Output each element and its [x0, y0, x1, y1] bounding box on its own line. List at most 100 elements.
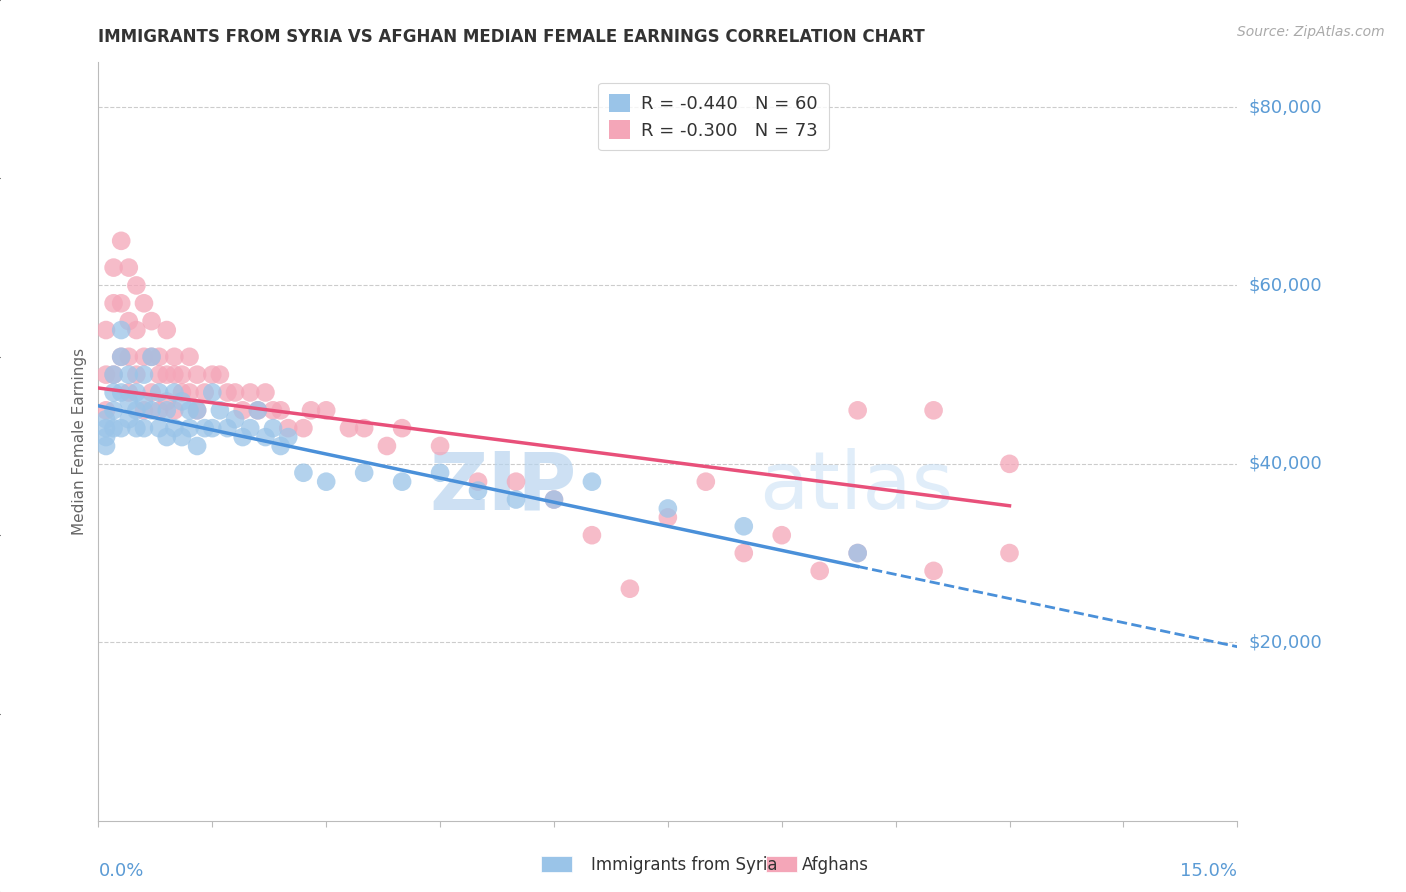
- Point: [125, 385, 148, 400]
- Point: [94, 368, 117, 382]
- Point: [94, 421, 117, 435]
- Point: [156, 430, 179, 444]
- Point: [998, 457, 1021, 471]
- Point: [846, 546, 869, 560]
- Point: [132, 368, 155, 382]
- Point: [467, 475, 489, 489]
- Point: [375, 439, 398, 453]
- Point: [156, 403, 179, 417]
- Point: [170, 430, 193, 444]
- Point: [110, 385, 132, 400]
- Point: [132, 421, 155, 435]
- Text: $40,000: $40,000: [1249, 455, 1322, 473]
- Point: [581, 528, 603, 542]
- Point: [156, 323, 179, 337]
- Point: [186, 368, 208, 382]
- Point: [657, 510, 679, 524]
- Point: [201, 368, 224, 382]
- Point: [846, 403, 869, 417]
- Text: Immigrants from Syria: Immigrants from Syria: [591, 856, 778, 874]
- Point: [118, 260, 141, 275]
- Point: [246, 403, 269, 417]
- Point: [277, 430, 299, 444]
- Point: [391, 421, 413, 435]
- Point: [141, 350, 163, 364]
- Point: [156, 368, 179, 382]
- Point: [254, 385, 277, 400]
- Point: [110, 350, 132, 364]
- Point: [998, 546, 1021, 560]
- Point: [110, 350, 132, 364]
- Point: [208, 403, 231, 417]
- Point: [186, 439, 208, 453]
- Point: [103, 296, 125, 310]
- Point: [125, 368, 148, 382]
- Point: [299, 403, 322, 417]
- Point: [103, 385, 125, 400]
- Point: [103, 403, 125, 417]
- Point: [141, 403, 163, 417]
- Point: [217, 385, 239, 400]
- Point: [118, 368, 141, 382]
- Point: [141, 350, 163, 364]
- Point: [125, 323, 148, 337]
- Point: [922, 564, 945, 578]
- Point: [262, 403, 284, 417]
- Text: ZIP: ZIP: [429, 448, 576, 526]
- Point: [163, 421, 186, 435]
- Point: [770, 528, 793, 542]
- Point: [353, 466, 375, 480]
- Point: [429, 466, 451, 480]
- Point: [118, 314, 141, 328]
- Point: [846, 546, 869, 560]
- Point: [270, 439, 292, 453]
- Text: $80,000: $80,000: [1249, 98, 1322, 116]
- Point: [292, 466, 315, 480]
- Point: [337, 421, 360, 435]
- Point: [292, 421, 315, 435]
- Point: [733, 546, 755, 560]
- Point: [110, 421, 132, 435]
- Point: [315, 475, 337, 489]
- Point: [94, 323, 117, 337]
- Y-axis label: Median Female Earnings: Median Female Earnings: [72, 348, 87, 535]
- Point: [163, 403, 186, 417]
- Text: $20,000: $20,000: [1249, 633, 1322, 651]
- Point: [141, 385, 163, 400]
- Point: [695, 475, 717, 489]
- Point: [148, 403, 170, 417]
- Point: [262, 421, 284, 435]
- Point: [141, 314, 163, 328]
- Point: [148, 421, 170, 435]
- Point: [201, 421, 224, 435]
- Point: [239, 385, 262, 400]
- Point: [277, 421, 299, 435]
- Point: [353, 421, 375, 435]
- Text: $60,000: $60,000: [1249, 277, 1322, 294]
- Point: [254, 430, 277, 444]
- Point: [186, 403, 208, 417]
- Point: [163, 350, 186, 364]
- Point: [132, 350, 155, 364]
- Point: [163, 368, 186, 382]
- Point: [922, 403, 945, 417]
- Point: [110, 296, 132, 310]
- Point: [270, 403, 292, 417]
- Point: [733, 519, 755, 533]
- Point: [657, 501, 679, 516]
- Point: [132, 296, 155, 310]
- Point: [429, 439, 451, 453]
- Point: [581, 475, 603, 489]
- Point: [808, 564, 831, 578]
- Point: [170, 385, 193, 400]
- Point: [148, 385, 170, 400]
- Point: [194, 385, 217, 400]
- Point: [186, 403, 208, 417]
- Point: [118, 412, 141, 426]
- Point: [94, 412, 117, 426]
- Text: 0.0%: 0.0%: [98, 863, 143, 880]
- Point: [148, 350, 170, 364]
- Point: [103, 368, 125, 382]
- Point: [224, 385, 246, 400]
- Point: [170, 394, 193, 409]
